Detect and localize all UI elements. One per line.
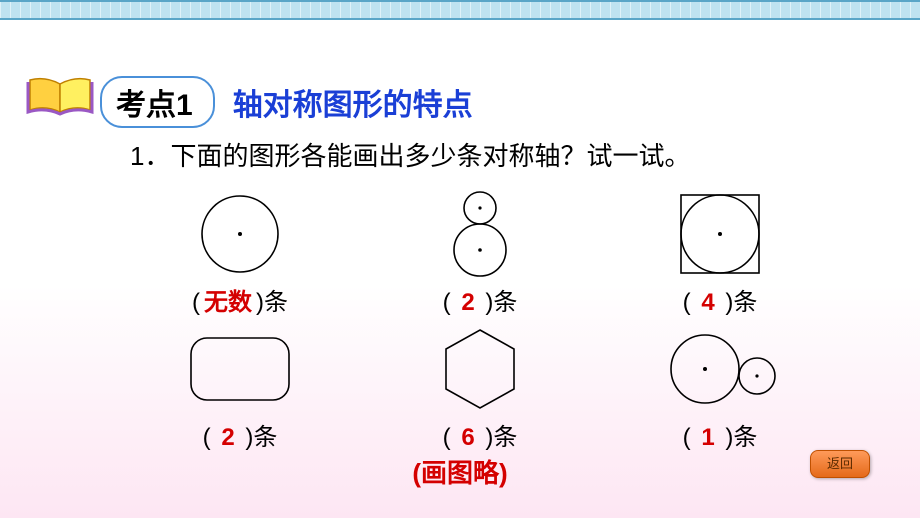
answer-value: 2 [217, 424, 238, 451]
shape-cell: ( 6 )条 [390, 323, 570, 452]
answer-line: ( 1 )条 [683, 417, 758, 452]
answer-value: 6 [457, 424, 478, 451]
answer-value: 无数 [200, 289, 256, 316]
footer-note: (画图略) [0, 453, 920, 490]
shapes-grid: (无数)条 ( 2 )条 ( 4 )条 ( 2 )条 ( 6 )条 [150, 182, 810, 452]
question-number: 1． [130, 141, 170, 171]
hexagon-icon [435, 323, 525, 415]
circle-in-square-icon [677, 188, 763, 280]
shapes-row: (无数)条 ( 2 )条 ( 4 )条 [150, 188, 810, 317]
section-header: 考点1 轴对称图形的特点 [100, 76, 473, 128]
two-circles-touching-icon [660, 323, 780, 415]
answer-line: ( 6 )条 [443, 417, 518, 452]
shape-cell: ( 2 )条 [390, 188, 570, 317]
shape-cell: (无数)条 [150, 188, 330, 317]
question-body: 下面的图形各能画出多少条对称轴？试一试。 [170, 141, 690, 171]
shapes-row: ( 2 )条 ( 6 )条 ( 1 )条 [150, 323, 810, 452]
two-circles-vertical-icon [445, 188, 515, 280]
question-text: 1．下面的图形各能画出多少条对称轴？试一试。 [130, 136, 690, 173]
circle-with-center-icon [195, 188, 285, 280]
answer-line: (无数)条 [192, 282, 288, 317]
answer-line: ( 4 )条 [683, 282, 758, 317]
answer-line: ( 2 )条 [203, 417, 278, 452]
section-label: 考点1 [100, 76, 215, 128]
answer-value: 2 [457, 289, 478, 316]
shape-cell: ( 1 )条 [630, 323, 810, 452]
shape-cell: ( 2 )条 [150, 323, 330, 452]
shape-cell: ( 4 )条 [630, 188, 810, 317]
rounded-rectangle-icon [185, 323, 295, 415]
section-title: 轴对称图形的特点 [233, 80, 473, 124]
answer-line: ( 2 )条 [443, 282, 518, 317]
back-button[interactable]: 返回 [810, 450, 870, 478]
top-grid-bar [0, 0, 920, 20]
book-icon [25, 70, 95, 120]
answer-value: 4 [697, 289, 718, 316]
answer-value: 1 [697, 424, 718, 451]
